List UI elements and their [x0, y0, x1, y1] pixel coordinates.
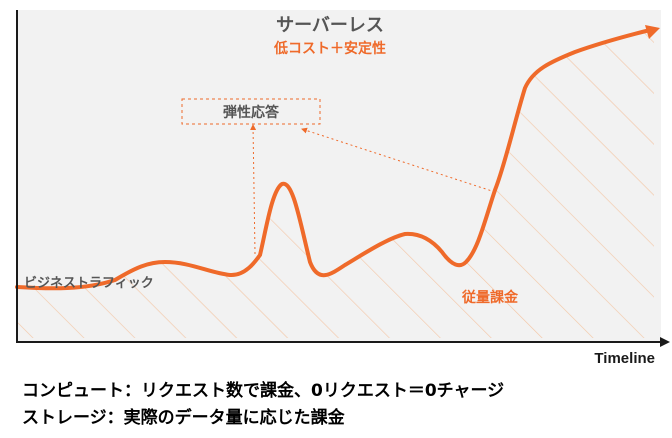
- compute-billing-note: コンピュート：リクエスト数で課金、0リクエスト＝0チャージ: [22, 381, 505, 401]
- traffic-curve: [15, 28, 652, 291]
- timeline-label: Timeline: [594, 350, 655, 367]
- title-text: サーバーレス: [276, 15, 384, 35]
- storage-billing-note: ストレージ：実際のデータ量に応じた課金: [22, 408, 345, 428]
- subtitle-text: 低コスト＋安定性: [273, 40, 386, 56]
- x-axis-arrowhead: [660, 337, 670, 347]
- callout-arrow-right: [301, 127, 496, 193]
- elastic-response-box: [181, 98, 321, 125]
- curve-arrowhead: [645, 25, 660, 39]
- pay-per-use-label: 従量課金: [461, 289, 519, 305]
- usage-area: [17, 28, 654, 338]
- business-traffic-label: ビジネストラフィック: [24, 275, 154, 290]
- elastic-response-label: 弾性応答: [223, 104, 280, 120]
- callout-arrow-left: [250, 124, 257, 255]
